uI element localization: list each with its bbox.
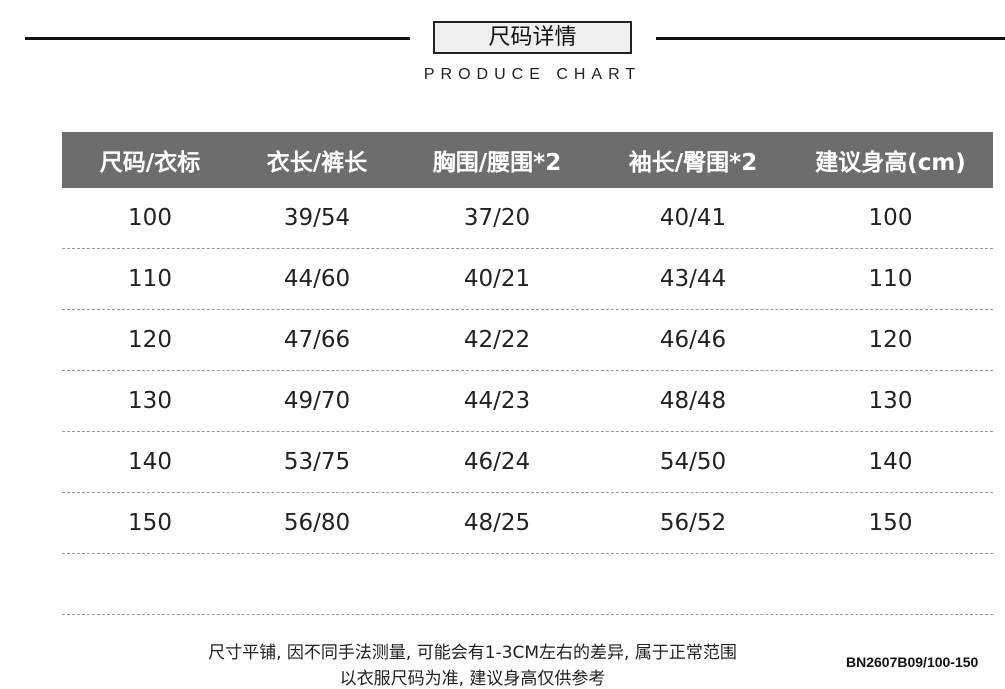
product-code: BN2607B09/100-150: [846, 654, 979, 670]
table-cell: 48/48: [659, 388, 727, 414]
note-line-2: 以衣服尺码为准, 建议身高仅供参考: [339, 669, 606, 689]
table-row: 120 47/66 42/22 46/46 120: [62, 310, 993, 371]
table-cell: 130: [128, 388, 172, 414]
table-cell: 40/21: [463, 266, 531, 292]
table-cell: 43/44: [659, 266, 727, 292]
table-cell: 39/54: [283, 205, 351, 231]
table-cell: 46/24: [463, 449, 531, 475]
table-cell: 150: [128, 510, 172, 536]
table-cell: 120: [128, 327, 172, 353]
size-table: 尺码/衣标 衣长/裤长 胸围/腰围*2 袖长/臀围*2 建议身高(cm) 100…: [62, 132, 993, 615]
page-title: 尺码详情: [433, 21, 632, 54]
table-cell: 150: [868, 510, 913, 536]
note-line-1: 尺寸平铺, 因不同手法测量, 可能会有1-3CM左右的差异, 属于正常范围: [208, 643, 737, 663]
table-cell: 44/23: [463, 388, 531, 414]
table-cell: 46/46: [659, 327, 727, 353]
column-header: 建议身高(cm): [815, 150, 966, 176]
table-cell: 56/52: [659, 510, 727, 536]
table-cell: 53/75: [283, 449, 351, 475]
table-cell: 49/70: [283, 388, 351, 414]
right-rule: [656, 37, 1005, 40]
table-cell: 140: [128, 449, 172, 475]
table-row: 100 39/54 37/20 40/41 100: [62, 188, 993, 249]
table-row: [62, 554, 993, 615]
table-cell: 37/20: [463, 205, 531, 231]
table-cell: 100: [868, 205, 913, 231]
table-cell: 44/60: [283, 266, 351, 292]
table-cell: 48/25: [463, 510, 531, 536]
column-header: 衣长/裤长: [266, 150, 368, 176]
column-header: 袖长/臀围*2: [628, 150, 758, 176]
table-row: 140 53/75 46/24 54/50 140: [62, 432, 993, 493]
table-cell: 100: [128, 205, 172, 231]
table-cell: 54/50: [659, 449, 727, 475]
table-row: 110 44/60 40/21 43/44 110: [62, 249, 993, 310]
table-row: 130 49/70 44/23 48/48 130: [62, 371, 993, 432]
column-header: 胸围/腰围*2: [432, 150, 562, 176]
column-header: 尺码/衣标: [99, 150, 201, 176]
table-cell: 110: [128, 266, 172, 292]
table-cell: 110: [868, 266, 913, 292]
table-cell: 47/66: [283, 327, 351, 353]
table-row: 150 56/80 48/25 56/52 150: [62, 493, 993, 554]
table-header: 尺码/衣标 衣长/裤长 胸围/腰围*2 袖长/臀围*2 建议身高(cm): [62, 132, 993, 188]
table-cell: 120: [868, 327, 913, 353]
table-cell: 40/41: [659, 205, 727, 231]
table-cell: 42/22: [463, 327, 531, 353]
table-cell: 130: [868, 388, 913, 414]
table-cell: 140: [868, 449, 913, 475]
left-rule: [25, 37, 410, 40]
page-subtitle: PRODUCE CHART: [423, 66, 642, 83]
table-cell: 56/80: [283, 510, 351, 536]
